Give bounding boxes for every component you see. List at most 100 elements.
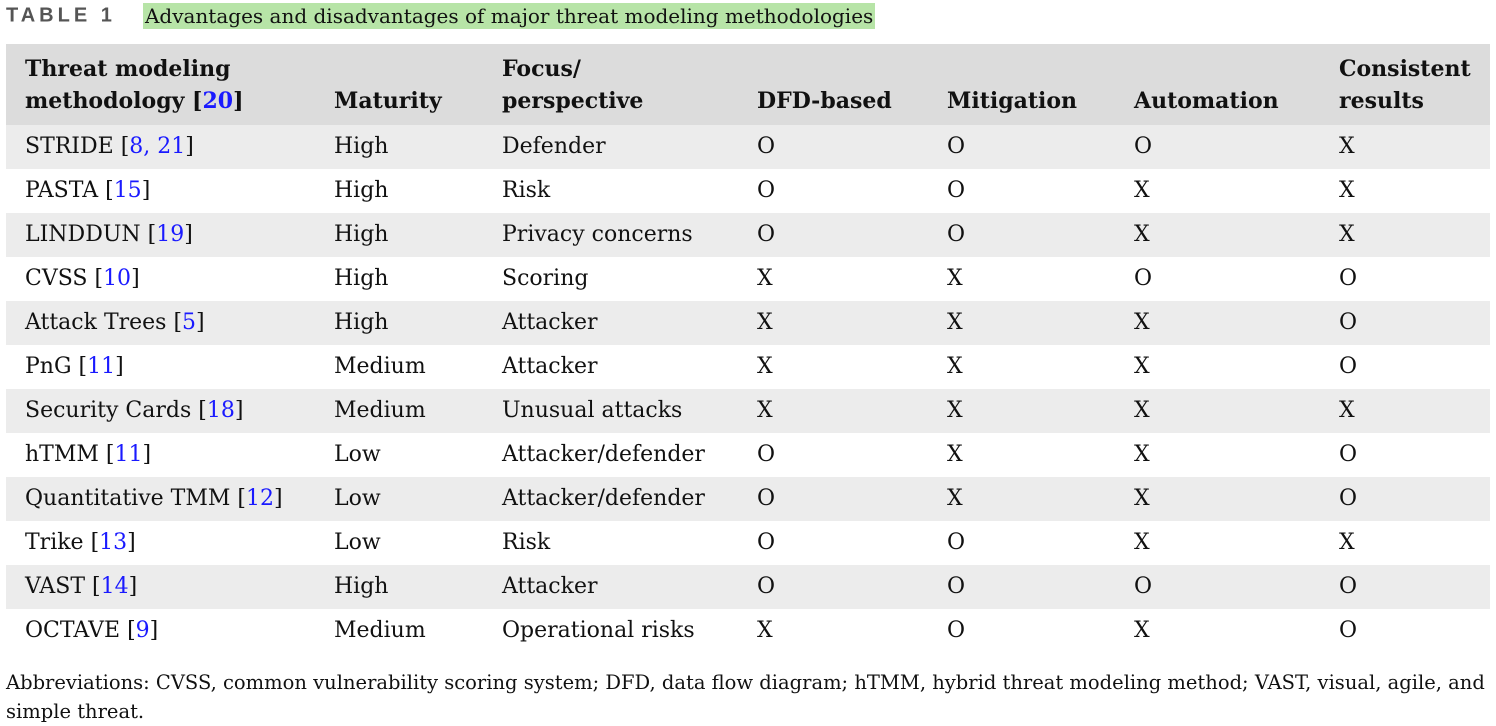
automation-cell: X: [1134, 178, 1150, 203]
consistent-cell: O: [1339, 574, 1358, 599]
consistent-cell: X: [1339, 134, 1355, 159]
reference-link[interactable]: 10: [103, 266, 132, 291]
table-footnote: Abbreviations: CVSS, common vulnerabilit…: [6, 671, 1485, 723]
header-automation: Automation: [1134, 85, 1279, 117]
maturity-cell: High: [334, 574, 389, 599]
header-maturity-label: Maturity: [334, 88, 442, 114]
table-row: VAST [14] High Attacker O O O O: [6, 565, 1490, 609]
consistent-cell: X: [1339, 530, 1355, 555]
consistent-cell: O: [1339, 618, 1358, 643]
reference-link[interactable]: 13: [99, 530, 128, 555]
mitigation-cell: O: [947, 530, 966, 555]
table-row: Security Cards [18] Medium Unusual attac…: [6, 389, 1490, 433]
focus-cell: Privacy concerns: [502, 222, 693, 247]
automation-cell: X: [1134, 442, 1150, 467]
reference-link[interactable]: 19: [156, 222, 185, 247]
automation-cell: X: [1134, 618, 1150, 643]
maturity-cell: Medium: [334, 398, 426, 423]
focus-cell: Scoring: [502, 266, 589, 291]
methodology-name: OCTAVE: [25, 618, 121, 643]
maturity-cell: Low: [334, 486, 381, 511]
table-row: PASTA [15] High Risk O O X X: [6, 169, 1490, 213]
header-maturity: Maturity: [334, 85, 442, 117]
methodology-cell: PnG [11]: [25, 354, 124, 379]
mitigation-cell: X: [947, 354, 963, 379]
table-row: LINDDUN [19] High Privacy concerns O O X…: [6, 213, 1490, 257]
mitigation-cell: O: [947, 134, 966, 159]
methodology-name: VAST: [25, 574, 86, 599]
methodology-cell: OCTAVE [9]: [25, 618, 159, 643]
reference-link[interactable]: 18: [206, 398, 235, 423]
methodology-cell: LINDDUN [19]: [25, 222, 193, 247]
table-row: Attack Trees [5] High Attacker X X X O: [6, 301, 1490, 345]
header-methodology-line2: methodology [20]: [25, 85, 243, 117]
maturity-cell: High: [334, 178, 389, 203]
header-consistent-line2: results: [1339, 88, 1424, 114]
automation-cell: X: [1134, 222, 1150, 247]
header-mitigation: Mitigation: [947, 85, 1077, 117]
consistent-cell: O: [1339, 486, 1358, 511]
automation-cell: X: [1134, 530, 1150, 555]
consistent-cell: X: [1339, 398, 1355, 423]
mitigation-cell: X: [947, 266, 963, 291]
table-row: Trike [13] Low Risk O O X X: [6, 521, 1490, 565]
reference-link[interactable]: 12: [245, 486, 274, 511]
focus-cell: Defender: [502, 134, 606, 159]
maturity-cell: Low: [334, 442, 381, 467]
automation-cell: O: [1134, 266, 1153, 291]
maturity-cell: Low: [334, 530, 381, 555]
methodology-cell: PASTA [15]: [25, 178, 151, 203]
reference-link[interactable]: 5: [182, 310, 197, 335]
dfd-cell: O: [757, 442, 776, 467]
maturity-cell: High: [334, 310, 389, 335]
focus-cell: Unusual attacks: [502, 398, 683, 423]
methodology-name: hTMM: [25, 442, 99, 467]
focus-cell: Attacker/defender: [502, 486, 705, 511]
methodology-cell: Trike [13]: [25, 530, 136, 555]
dfd-cell: O: [757, 574, 776, 599]
reference-link[interactable]: 14: [100, 574, 129, 599]
focus-cell: Risk: [502, 178, 551, 203]
header-reference-link[interactable]: 20: [202, 88, 234, 114]
automation-cell: X: [1134, 354, 1150, 379]
header-focus-line2: perspective: [502, 88, 644, 114]
header-methodology-line1: Threat modeling: [25, 56, 231, 82]
consistent-cell: O: [1339, 266, 1358, 291]
dfd-cell: X: [757, 266, 773, 291]
focus-cell: Attacker: [502, 354, 598, 379]
methodology-cell: hTMM [11]: [25, 442, 152, 467]
table-caption: TABLE 1 Advantages and disadvantages of …: [6, 3, 876, 33]
methodology-name: PASTA: [25, 178, 99, 203]
header-methodology: Threat modeling methodology [20]: [25, 53, 243, 117]
methodology-cell: STRIDE [8, 21]: [25, 134, 194, 159]
reference-link[interactable]: 8, 21: [129, 134, 186, 159]
mitigation-cell: X: [947, 486, 963, 511]
maturity-cell: High: [334, 266, 389, 291]
header-focus-line1: Focus/: [502, 56, 581, 82]
mitigation-cell: X: [947, 310, 963, 335]
methodology-name: Trike: [25, 530, 84, 555]
methodology-name: CVSS: [25, 266, 88, 291]
dfd-cell: X: [757, 354, 773, 379]
header-dfd-label: DFD-based: [757, 88, 892, 114]
focus-cell: Attacker: [502, 574, 598, 599]
reference-link[interactable]: 15: [113, 178, 142, 203]
table-label: TABLE 1: [6, 4, 116, 27]
mitigation-cell: O: [947, 574, 966, 599]
reference-link[interactable]: 11: [114, 442, 143, 467]
header-automation-label: Automation: [1134, 88, 1279, 114]
dfd-cell: O: [757, 134, 776, 159]
header-consistent-results: Consistent results: [1339, 53, 1471, 117]
consistent-cell: X: [1339, 178, 1355, 203]
maturity-cell: High: [334, 134, 389, 159]
table-row: CVSS [10] High Scoring X X O O: [6, 257, 1490, 301]
table-title: Advantages and disadvantages of major th…: [142, 3, 876, 29]
header-mitigation-label: Mitigation: [947, 88, 1078, 114]
focus-cell: Attacker/defender: [502, 442, 705, 467]
dfd-cell: O: [757, 222, 776, 247]
methodology-cell: Quantitative TMM [12]: [25, 486, 283, 511]
reference-link[interactable]: 9: [135, 618, 150, 643]
reference-link[interactable]: 11: [87, 354, 116, 379]
methodology-name: Attack Trees: [25, 310, 167, 335]
methodology-cell: Security Cards [18]: [25, 398, 244, 423]
